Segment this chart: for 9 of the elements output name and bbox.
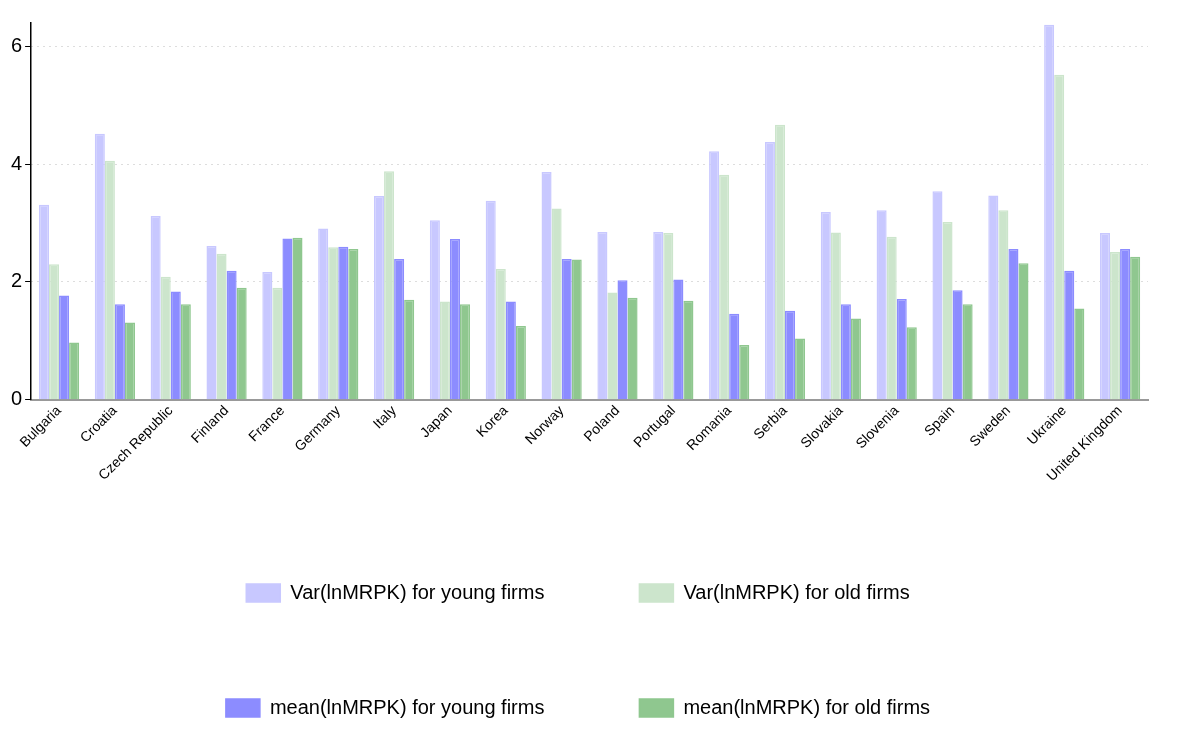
legend-label: mean(lnMRPK) for old firms	[683, 695, 931, 718]
y-tick-label: 0	[11, 387, 23, 410]
legend-label: mean(lnMRPK) for young firms	[269, 695, 545, 718]
legend-label: Var(lnMRPK) for young firms	[290, 580, 545, 603]
legend-label: Var(lnMRPK) for old firms	[683, 580, 910, 603]
x-tick-label: Italy	[369, 402, 399, 432]
y-tick-label: 6	[11, 34, 23, 57]
y-tick-label: 4	[11, 151, 23, 174]
y-tick-label: 2	[11, 269, 23, 292]
